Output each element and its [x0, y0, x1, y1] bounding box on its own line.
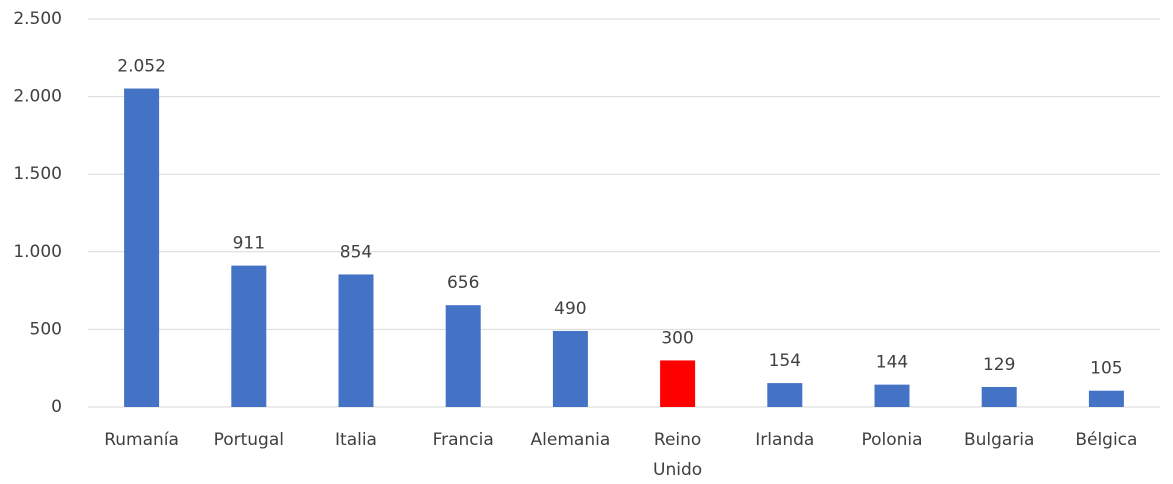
x-tick-label: Bélgica [1075, 430, 1137, 450]
data-label: 144 [876, 353, 908, 373]
data-label: 911 [233, 234, 265, 254]
x-tick-label: Rumanía [104, 430, 179, 450]
bar [552, 330, 588, 407]
y-tick-label: 1.500 [13, 164, 62, 184]
data-label: 129 [983, 355, 1015, 375]
y-tick-label: 2.500 [13, 9, 62, 29]
bar [874, 384, 910, 407]
x-tick-label: Alemania [531, 430, 611, 450]
data-label: 2.052 [117, 57, 166, 77]
bar [338, 274, 374, 407]
y-tick-label: 1.000 [13, 242, 62, 262]
bar [981, 386, 1017, 407]
data-label: 154 [769, 351, 801, 371]
data-label: 490 [554, 299, 586, 319]
data-label: 656 [447, 273, 479, 293]
data-label: 105 [1090, 359, 1122, 379]
x-tick-label: Bulgaria [964, 430, 1035, 450]
x-tick-label: Irlanda [755, 430, 814, 450]
y-tick-label: 0 [51, 397, 62, 417]
x-tick-label: Italia [335, 430, 377, 450]
x-tick-label: Portugal [214, 430, 284, 450]
bar [445, 305, 481, 407]
x-tick-label: Francia [433, 430, 494, 450]
y-tick-label: 500 [30, 319, 62, 339]
x-tick-label: Reino Unido [653, 430, 702, 480]
data-label: 300 [661, 328, 693, 348]
bar [1088, 390, 1124, 407]
y-tick-label: 2.000 [13, 87, 62, 107]
bar [124, 88, 160, 407]
bar [660, 360, 696, 407]
x-tick-label: Polonia [861, 430, 922, 450]
data-label: 854 [340, 242, 372, 262]
bar [231, 265, 267, 407]
bar [767, 383, 803, 407]
